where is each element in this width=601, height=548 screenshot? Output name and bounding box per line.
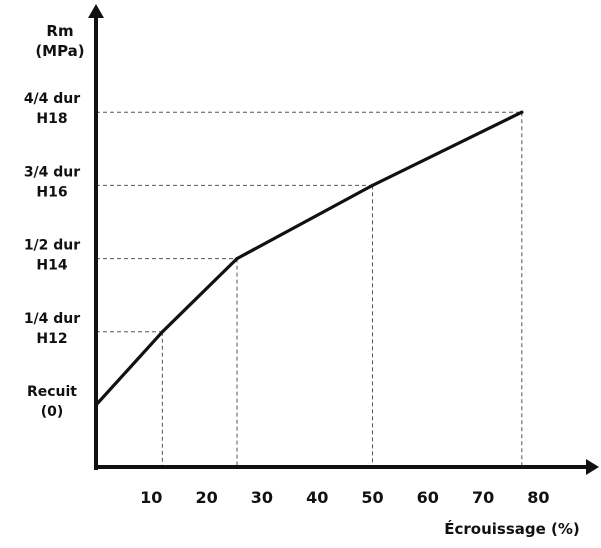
x-tick-label-30: 30 [251,488,273,507]
y-level-label-5-line-1: 4/4 dur [24,91,80,107]
curve-layer [94,110,524,407]
y-level-label-1-line-1: Recuit [27,384,77,400]
y-level-label-4-line-2: H16 [36,184,67,200]
x-tick-label-50: 50 [361,488,383,507]
x-tick-label-70: 70 [472,488,494,507]
y-axis-title-line-2: (MPa) [35,42,84,60]
y-level-label-2-line-2: H12 [36,331,67,347]
x-tick-label-80: 80 [527,488,549,507]
y-level-label-2-line-1: 1/4 dur [24,311,80,327]
x-axis-arrowhead [586,459,599,475]
x-axis-title: Écrouissage (%) [444,519,580,538]
x-tick-label-10: 10 [140,488,162,507]
y-level-label-3-line-2: H14 [36,258,67,274]
data-point-2 [160,330,164,334]
y-axis-title-line-1: Rm [46,22,73,40]
guide-lines [96,111,523,467]
y-level-labels: Recuit (0) 1/4 dur H12 1/2 dur H14 3/4 dur H16 4… [24,91,80,420]
y-axis-title: Rm (MPa) [35,22,84,60]
y-level-label-5-line-2: H18 [36,111,67,127]
y-level-label-3-line-1: 1/2 dur [24,238,80,254]
x-tick-label-40: 40 [306,488,328,507]
x-tick-label-60: 60 [417,488,439,507]
x-tick-labels: 10 20 30 40 50 60 70 80 [140,488,549,507]
data-point-4 [370,183,375,187]
y-axis-arrowhead [88,4,104,18]
y-level-label-4-line-1: 3/4 dur [24,164,80,180]
x-tick-label-20: 20 [195,488,217,507]
data-point-1 [94,403,98,407]
data-point-3 [235,257,239,261]
y-level-label-1-line-2: (0) [41,404,64,420]
data-point-5 [520,110,524,114]
